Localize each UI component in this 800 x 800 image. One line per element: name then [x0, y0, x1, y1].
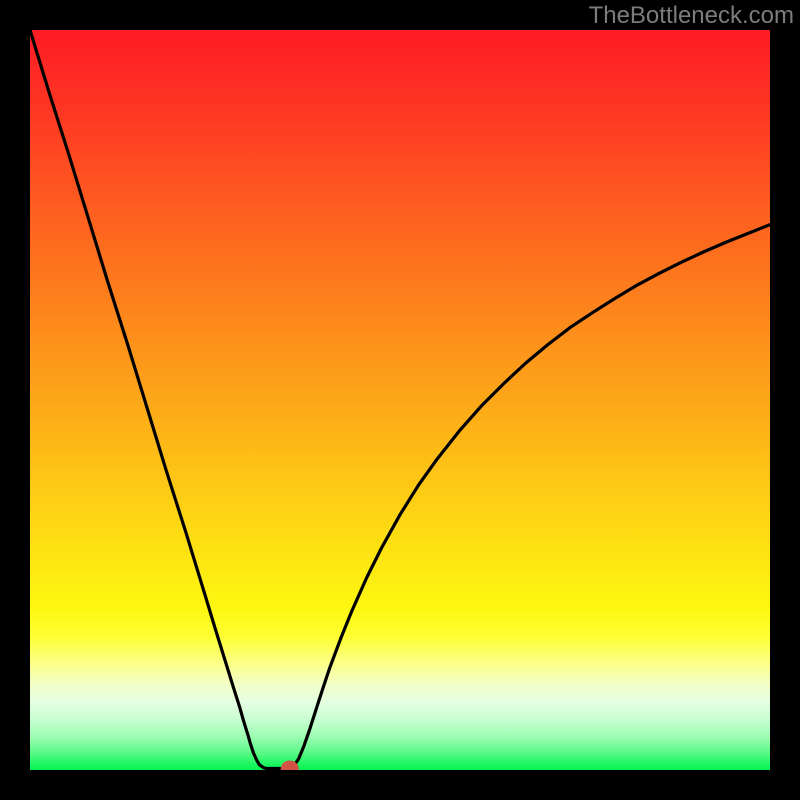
chart-frame: TheBottleneck.com: [0, 0, 800, 800]
watermark-text: TheBottleneck.com: [589, 2, 794, 30]
gradient-background: [30, 30, 770, 770]
bottleneck-curve-chart: [30, 30, 770, 770]
